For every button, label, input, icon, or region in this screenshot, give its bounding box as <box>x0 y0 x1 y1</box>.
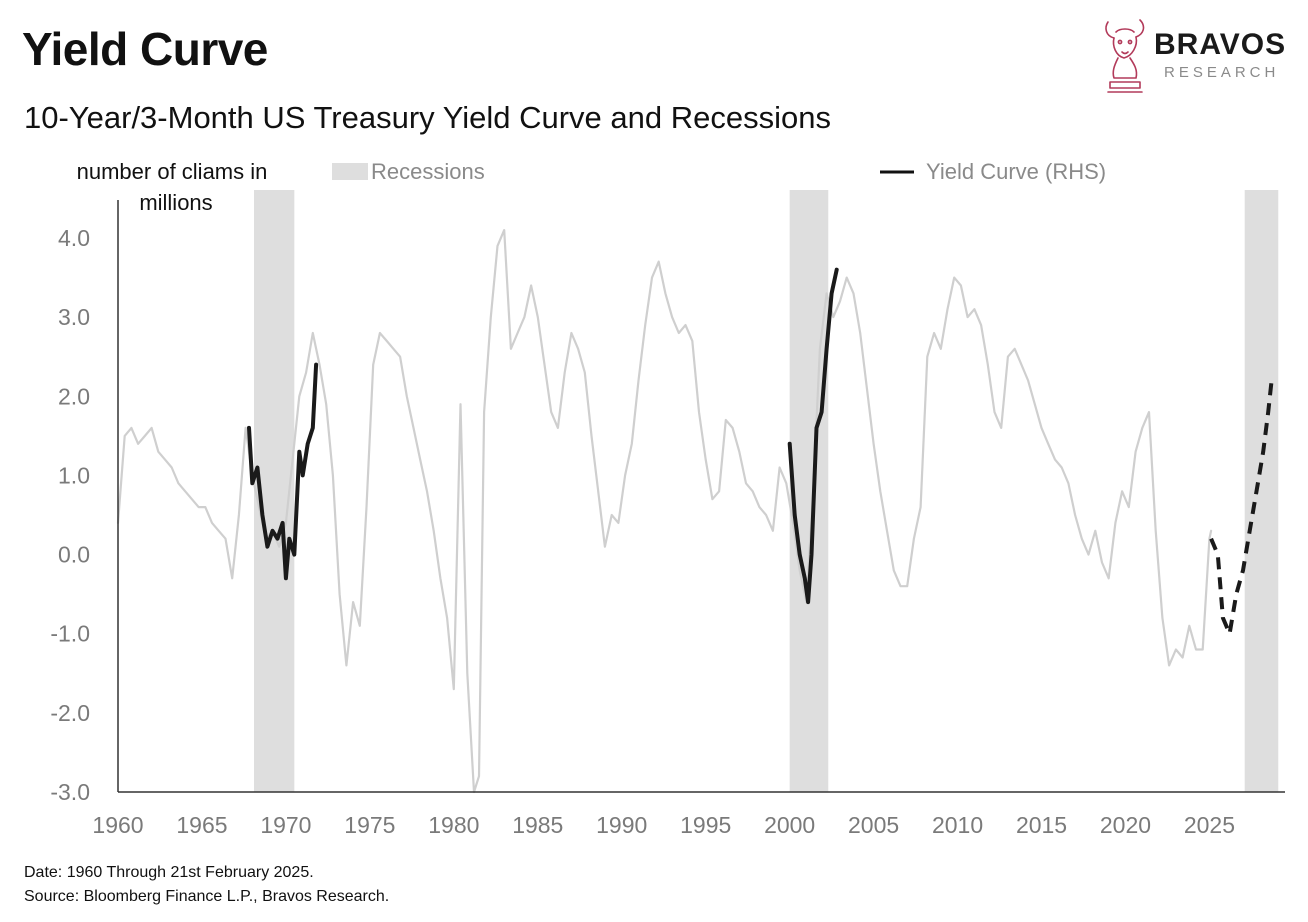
x-tick-label: 2015 <box>1016 812 1067 838</box>
y-tick-label: 0.0 <box>58 542 90 568</box>
brand-name: BRAVOS <box>1154 28 1287 61</box>
recession-band-3 <box>1244 190 1279 792</box>
x-tick-label: 1975 <box>344 812 395 838</box>
x-tick-label: 2020 <box>1100 812 1151 838</box>
axes <box>117 200 1285 793</box>
x-tick-label: 2025 <box>1184 812 1235 838</box>
x-tick-label: 1990 <box>596 812 647 838</box>
series-line-1 <box>116 229 1213 794</box>
legend-swatch-recessions <box>332 163 368 180</box>
x-tick-label: 2000 <box>764 812 815 838</box>
source-note: Source: Bloomberg Finance L.P., Bravos R… <box>24 888 390 905</box>
y-tick-label: 2.0 <box>58 383 90 409</box>
series-line-4 <box>1209 380 1274 636</box>
series-layer <box>116 229 1274 794</box>
y-axis-label-line2: millions <box>139 190 212 215</box>
x-tick-label: 2010 <box>932 812 983 838</box>
brand-block: BRAVOS RESEARCH <box>1098 12 1298 102</box>
y-tick-labels: 4.0 3.0 2.0 1.0 0.0 -1.0 -2.0 -3.0 <box>50 225 90 805</box>
series-line-2 <box>247 362 319 581</box>
series-line-3 <box>787 267 839 605</box>
legend: Recessions Yield Curve (RHS) <box>332 159 1106 184</box>
y-tick-label: -1.0 <box>50 621 90 647</box>
y-tick-label: 3.0 <box>58 304 90 330</box>
x-tick-label: 2005 <box>848 812 899 838</box>
recession-bands <box>254 190 1279 792</box>
page-title: Yield Curve <box>22 23 268 75</box>
y-tick-label: -2.0 <box>50 700 90 726</box>
x-tick-label: 1980 <box>428 812 479 838</box>
x-tick-label: 1995 <box>680 812 731 838</box>
y-tick-label: -3.0 <box>50 779 90 805</box>
x-tick-label: 1970 <box>260 812 311 838</box>
chart-subtitle: 10-Year/3-Month US Treasury Yield Curve … <box>24 100 831 135</box>
legend-label-recessions: Recessions <box>371 159 485 184</box>
y-tick-label: 1.0 <box>58 462 90 488</box>
brand-tagline: RESEARCH <box>1164 64 1280 81</box>
y-axis-label-line1: number of cliams in <box>77 159 268 184</box>
legend-label-yield-curve: Yield Curve (RHS) <box>926 159 1106 184</box>
date-note: Date: 1960 Through 21st February 2025. <box>24 864 314 881</box>
x-tick-label: 1960 <box>92 812 143 838</box>
x-tick-labels: 1960 1965 1970 1975 1980 1985 1990 1995 2000 2005… <box>92 812 1235 838</box>
x-tick-label: 1985 <box>512 812 563 838</box>
x-tick-label: 1965 <box>176 812 227 838</box>
y-tick-label: 4.0 <box>58 225 90 251</box>
bull-chess-knight-icon <box>1105 19 1145 93</box>
recession-band-2 <box>789 190 829 792</box>
